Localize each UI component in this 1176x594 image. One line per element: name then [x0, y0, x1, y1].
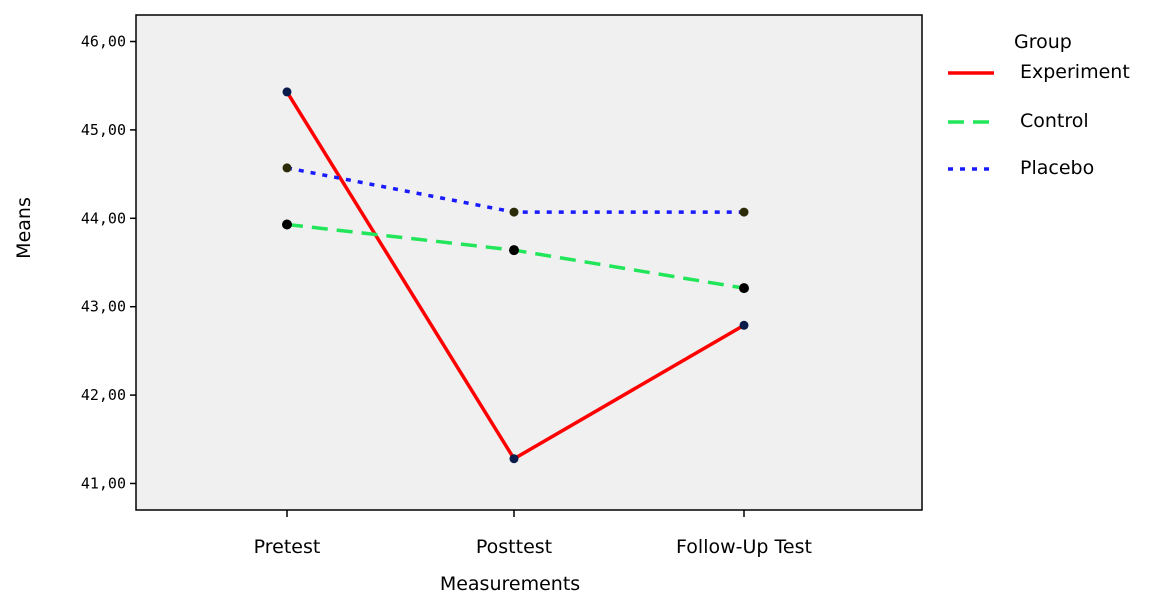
y-tick-label: 46,00	[81, 33, 126, 51]
legend-title: Group	[1014, 31, 1072, 53]
data-point-placebo	[739, 207, 749, 217]
y-tick-label: 44,00	[81, 209, 126, 227]
data-point-experiment	[739, 320, 749, 330]
legend-label-control: Control	[1020, 110, 1089, 132]
data-point-control	[739, 283, 749, 294]
y-tick-label: 42,00	[81, 386, 126, 404]
plot-area	[135, 14, 923, 511]
legend-label-experiment: Experiment	[1020, 61, 1130, 83]
x-axis: Pretest Posttest Follow-Up Test	[254, 510, 812, 558]
x-tick-label: Pretest	[254, 536, 321, 558]
data-point-experiment	[282, 87, 292, 97]
legend-label-placebo: Placebo	[1020, 157, 1094, 179]
y-tick-label: 43,00	[81, 298, 126, 316]
x-tick-label: Follow-Up Test	[676, 536, 812, 558]
data-point-placebo	[282, 163, 292, 173]
y-axis-title: Means	[13, 197, 35, 259]
legend: Group Experiment Control Placebo	[948, 31, 1130, 179]
y-tick-label: 41,00	[81, 474, 126, 492]
data-point-control	[282, 219, 292, 230]
series-points	[282, 87, 749, 464]
data-point-control	[509, 245, 519, 256]
y-axis: 41,00 42,00 43,00 44,00 45,00 46,00	[81, 33, 136, 492]
x-tick-label: Posttest	[476, 536, 552, 558]
data-point-experiment	[509, 454, 519, 464]
x-axis-title: Measurements	[440, 573, 580, 594]
y-tick-label: 45,00	[81, 121, 126, 139]
data-point-placebo	[509, 207, 519, 217]
